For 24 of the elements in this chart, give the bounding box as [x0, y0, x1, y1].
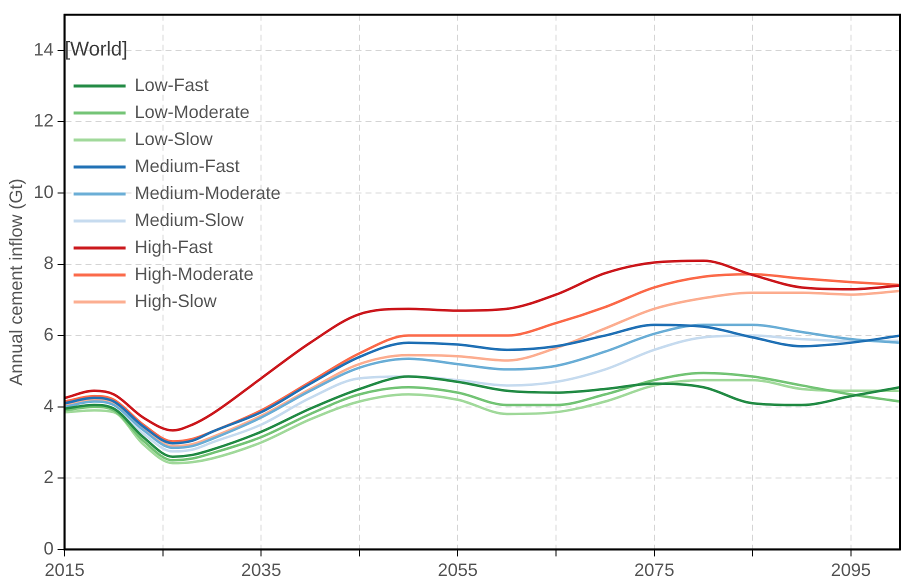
y-tick-label: 0 [44, 538, 54, 558]
legend-label: Low-Slow [134, 128, 214, 149]
legend-label: Medium-Slow [134, 210, 245, 230]
y-tick-label: 8 [44, 253, 54, 274]
legend-label: Low-Moderate [134, 102, 250, 122]
x-tick-label: 2055 [438, 560, 478, 580]
x-tick-label: 2015 [44, 560, 85, 580]
y-tick-label: 4 [44, 396, 54, 416]
x-tick-label: 2035 [241, 560, 282, 580]
y-tick-label: 10 [34, 182, 54, 202]
legend-label: High-Fast [134, 236, 213, 257]
x-tick-label: 2095 [830, 560, 871, 580]
x-tick-label: 2075 [634, 560, 674, 580]
legend-label: High-Moderate [134, 264, 254, 284]
legend-title: [World] [64, 38, 128, 61]
y-tick-label: 14 [34, 39, 54, 60]
y-tick-label: 2 [44, 467, 54, 488]
legend-label: Low-Fast [134, 74, 209, 95]
y-tick-label: 6 [44, 324, 54, 345]
y-tick-label: 12 [34, 110, 54, 131]
legend-label: Medium-Fast [134, 156, 240, 176]
y-axis-title: Annual cement inflow (Gt) [6, 178, 26, 386]
legend-label: Medium-Moderate [134, 182, 281, 203]
legend-label: High-Slow [134, 290, 218, 311]
